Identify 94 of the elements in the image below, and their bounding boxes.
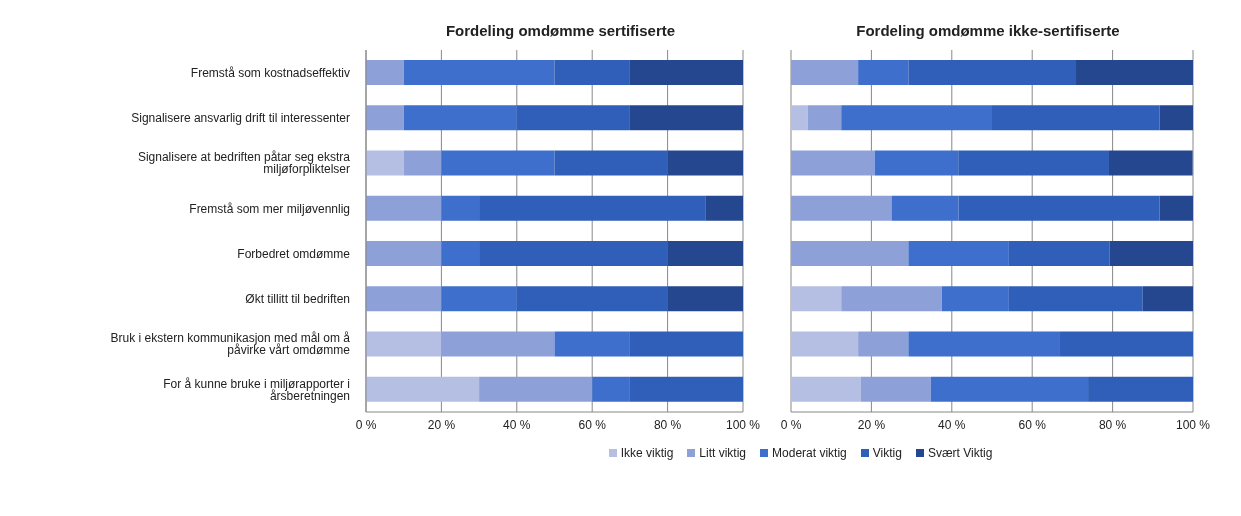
bar	[858, 59, 909, 85]
x-tick-label: 80 %	[653, 417, 682, 432]
bar	[366, 59, 404, 85]
bar	[1076, 59, 1193, 85]
bar	[366, 376, 480, 402]
bar	[629, 59, 743, 85]
bar	[791, 195, 892, 221]
bar	[841, 105, 992, 131]
bar	[366, 286, 442, 312]
x-tick-label: 60 %	[1018, 417, 1047, 432]
bar	[1108, 150, 1193, 176]
legend-label: Ikke viktig	[619, 446, 674, 460]
x-tick-label: 20 %	[427, 417, 456, 432]
bar	[366, 150, 404, 176]
bar	[629, 105, 743, 131]
legend-label: Litt viktig	[698, 446, 747, 460]
y-tick-label: Økt tillitt til bedriften	[245, 292, 350, 307]
chart-title: Fordeling omdømme ikke-sertifiserte	[855, 21, 1121, 41]
bar	[629, 331, 743, 357]
x-tick-label: 0 %	[780, 417, 802, 432]
bar	[554, 331, 630, 357]
bar	[554, 59, 630, 85]
bar	[992, 105, 1160, 131]
bar	[441, 286, 517, 312]
bar	[908, 59, 1077, 85]
bar	[1109, 240, 1193, 266]
bar	[1008, 286, 1143, 312]
bar	[667, 150, 743, 176]
bar	[441, 240, 480, 266]
x-tick-label: 100 %	[725, 417, 761, 432]
bar	[366, 105, 404, 131]
y-tick-label: For å kunne bruke i miljørapporter i årsberetningen	[163, 376, 350, 403]
bar	[366, 331, 442, 357]
x-tick-label: 40 %	[503, 417, 531, 432]
bar	[441, 331, 555, 357]
bar	[1008, 240, 1110, 266]
bar	[1142, 286, 1193, 312]
bar	[479, 195, 706, 221]
bar	[891, 195, 959, 221]
bar	[366, 195, 442, 221]
bar	[791, 376, 861, 402]
x-tick-label: 80 %	[1098, 417, 1127, 432]
bar	[554, 150, 668, 176]
bar	[667, 286, 743, 312]
bar	[874, 150, 959, 176]
bar	[667, 240, 743, 266]
bar	[403, 150, 442, 176]
x-tick-label: 60 %	[578, 417, 607, 432]
bar	[841, 286, 942, 312]
bar	[516, 286, 668, 312]
bar	[441, 195, 480, 221]
bar	[629, 376, 743, 402]
bar	[941, 286, 1009, 312]
legend-label: Moderat viktig	[771, 446, 847, 460]
bar	[516, 105, 630, 131]
bar	[958, 195, 1160, 221]
bar	[908, 331, 1060, 357]
bar	[791, 105, 808, 131]
x-tick-label: 40 %	[938, 417, 966, 432]
bar	[860, 376, 931, 402]
bar	[791, 331, 859, 357]
bar	[1159, 105, 1193, 131]
bar	[908, 240, 1009, 266]
x-tick-label: 100 %	[1175, 417, 1211, 432]
bar	[791, 150, 875, 176]
y-tick-label: Signalisere at bedriften påtar seg ekstra miljøforpliktelser	[137, 150, 351, 177]
bar	[1059, 331, 1193, 357]
bar	[441, 150, 555, 176]
bar	[930, 376, 1089, 402]
legend-label: Svært Viktig	[926, 446, 993, 460]
x-tick-label: 0 %	[355, 417, 377, 432]
bar	[791, 286, 842, 312]
y-tick-label: Fremstå som kostnadseffektiv	[190, 65, 350, 80]
bar	[705, 195, 743, 221]
bar	[791, 59, 859, 85]
bar	[858, 331, 909, 357]
bar	[791, 240, 909, 266]
bar	[403, 59, 555, 85]
legend-label: Viktig	[871, 446, 902, 460]
bar	[403, 105, 517, 131]
bar	[366, 240, 442, 266]
bar	[1159, 195, 1193, 221]
bar	[479, 376, 593, 402]
bar	[1088, 376, 1193, 402]
chart-title: Fordeling omdømme sertifiserte	[444, 21, 677, 41]
bar	[958, 150, 1109, 176]
y-tick-label: Forbedret omdømme	[237, 246, 351, 261]
y-tick-label: Signalisere ansvarlig drift til interessenter	[131, 111, 350, 126]
y-tick-label: Fremstå som mer miljøvennlig	[189, 201, 350, 216]
bar	[592, 376, 630, 402]
bar	[807, 105, 842, 131]
y-tick-label: Bruk i ekstern kommunikasjon med mål om å påvirke vårt omdømme	[110, 331, 351, 358]
bar	[479, 240, 668, 266]
x-tick-label: 20 %	[857, 417, 886, 432]
